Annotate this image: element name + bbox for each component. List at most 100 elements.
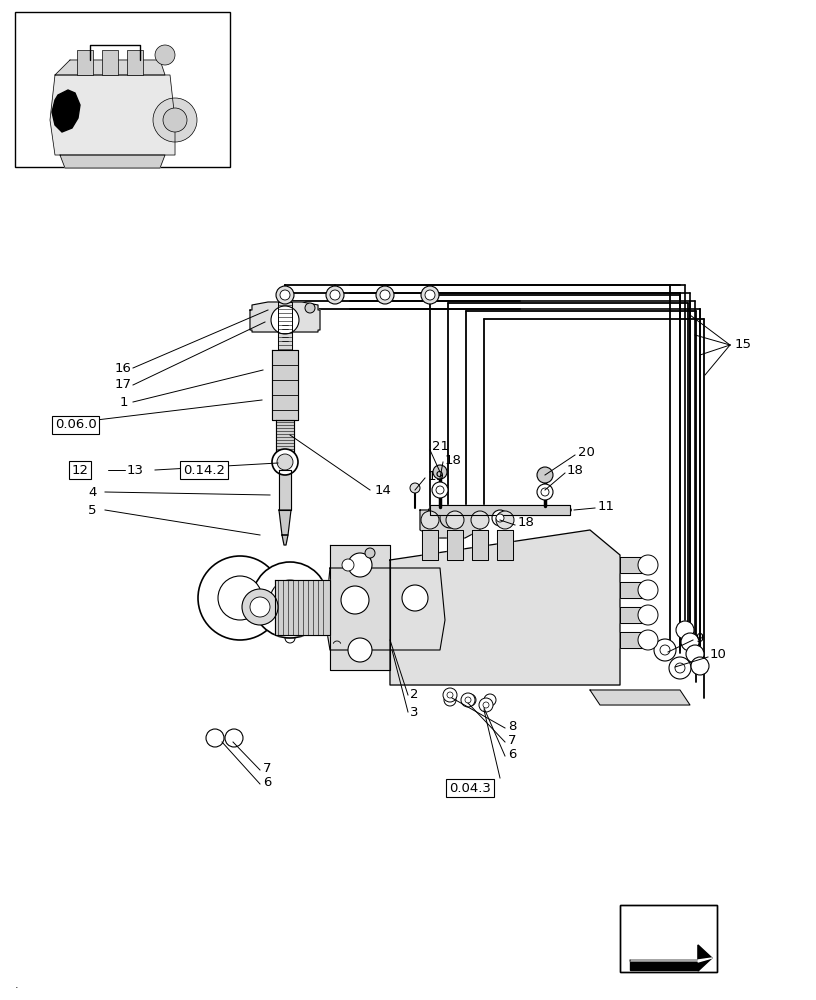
Polygon shape	[620, 607, 642, 623]
Polygon shape	[620, 582, 642, 598]
Circle shape	[163, 108, 187, 132]
Circle shape	[436, 486, 444, 494]
Polygon shape	[278, 302, 292, 350]
Polygon shape	[60, 155, 165, 168]
Circle shape	[464, 694, 476, 706]
Polygon shape	[630, 945, 710, 971]
Circle shape	[242, 589, 278, 625]
Circle shape	[432, 482, 448, 498]
Circle shape	[280, 290, 290, 300]
Text: 17: 17	[115, 378, 132, 391]
Circle shape	[638, 555, 658, 575]
Circle shape	[270, 580, 310, 620]
Polygon shape	[497, 530, 513, 560]
Text: 4: 4	[88, 486, 96, 498]
Circle shape	[496, 511, 514, 529]
Circle shape	[252, 562, 328, 638]
Polygon shape	[52, 90, 80, 132]
Circle shape	[433, 465, 447, 479]
Circle shape	[225, 729, 243, 747]
Text: .: .	[15, 980, 19, 990]
Circle shape	[326, 286, 344, 304]
Circle shape	[425, 290, 435, 300]
Polygon shape	[630, 962, 698, 970]
Text: 5: 5	[88, 504, 96, 516]
Polygon shape	[390, 530, 620, 685]
Bar	[127, 50, 143, 75]
Text: 0.04.3: 0.04.3	[449, 782, 491, 794]
Polygon shape	[282, 535, 288, 545]
Circle shape	[342, 559, 354, 571]
Circle shape	[638, 630, 658, 650]
Circle shape	[686, 645, 704, 663]
Bar	[620, 905, 717, 972]
Polygon shape	[50, 75, 175, 155]
Circle shape	[198, 556, 282, 640]
Bar	[102, 50, 118, 75]
Circle shape	[638, 605, 658, 625]
Text: 6: 6	[263, 776, 272, 788]
Circle shape	[484, 694, 496, 706]
Text: 15: 15	[735, 338, 752, 352]
Circle shape	[537, 484, 553, 500]
Bar	[620, 905, 717, 972]
Text: 19: 19	[428, 470, 445, 483]
Text: 6: 6	[508, 748, 517, 760]
Circle shape	[410, 483, 420, 493]
Text: 12: 12	[72, 464, 88, 477]
Text: 14: 14	[375, 484, 392, 496]
Circle shape	[681, 633, 699, 651]
Circle shape	[675, 663, 685, 673]
Text: 18: 18	[445, 454, 462, 466]
Circle shape	[638, 580, 658, 600]
Circle shape	[348, 638, 372, 662]
Circle shape	[153, 98, 197, 142]
Text: 1: 1	[120, 395, 128, 408]
Text: 8: 8	[508, 720, 517, 732]
Circle shape	[376, 286, 394, 304]
Circle shape	[380, 290, 390, 300]
Text: 9: 9	[695, 632, 703, 645]
Circle shape	[492, 510, 508, 526]
Polygon shape	[272, 350, 298, 420]
Polygon shape	[698, 958, 712, 962]
Polygon shape	[420, 510, 480, 538]
Polygon shape	[279, 510, 291, 535]
Circle shape	[496, 514, 504, 522]
Text: 7: 7	[508, 734, 517, 746]
Circle shape	[444, 694, 456, 706]
Circle shape	[447, 692, 453, 698]
Text: 0.06.0: 0.06.0	[55, 418, 97, 432]
Circle shape	[654, 639, 676, 661]
Circle shape	[669, 657, 691, 679]
Circle shape	[250, 597, 270, 617]
Circle shape	[365, 548, 375, 558]
Circle shape	[465, 697, 471, 703]
Circle shape	[218, 576, 262, 620]
Polygon shape	[276, 420, 294, 455]
Polygon shape	[55, 60, 165, 75]
Polygon shape	[250, 302, 320, 332]
Text: 18: 18	[567, 464, 584, 478]
Circle shape	[206, 729, 224, 747]
Text: 16: 16	[115, 361, 132, 374]
Polygon shape	[422, 530, 438, 560]
Circle shape	[691, 657, 709, 675]
Bar	[77, 50, 93, 75]
Text: 11: 11	[598, 499, 615, 512]
Circle shape	[341, 586, 369, 614]
Circle shape	[471, 511, 489, 529]
Circle shape	[402, 585, 428, 611]
Circle shape	[479, 698, 493, 712]
Text: 2: 2	[410, 688, 419, 702]
Text: 7: 7	[263, 762, 272, 774]
Text: 20: 20	[578, 446, 595, 458]
Polygon shape	[275, 580, 330, 635]
Polygon shape	[620, 557, 642, 573]
Circle shape	[272, 449, 298, 475]
Circle shape	[348, 553, 372, 577]
Text: 18: 18	[518, 516, 534, 530]
Text: 10: 10	[710, 648, 727, 662]
Text: 0.14.2: 0.14.2	[183, 464, 225, 477]
Circle shape	[541, 488, 549, 496]
